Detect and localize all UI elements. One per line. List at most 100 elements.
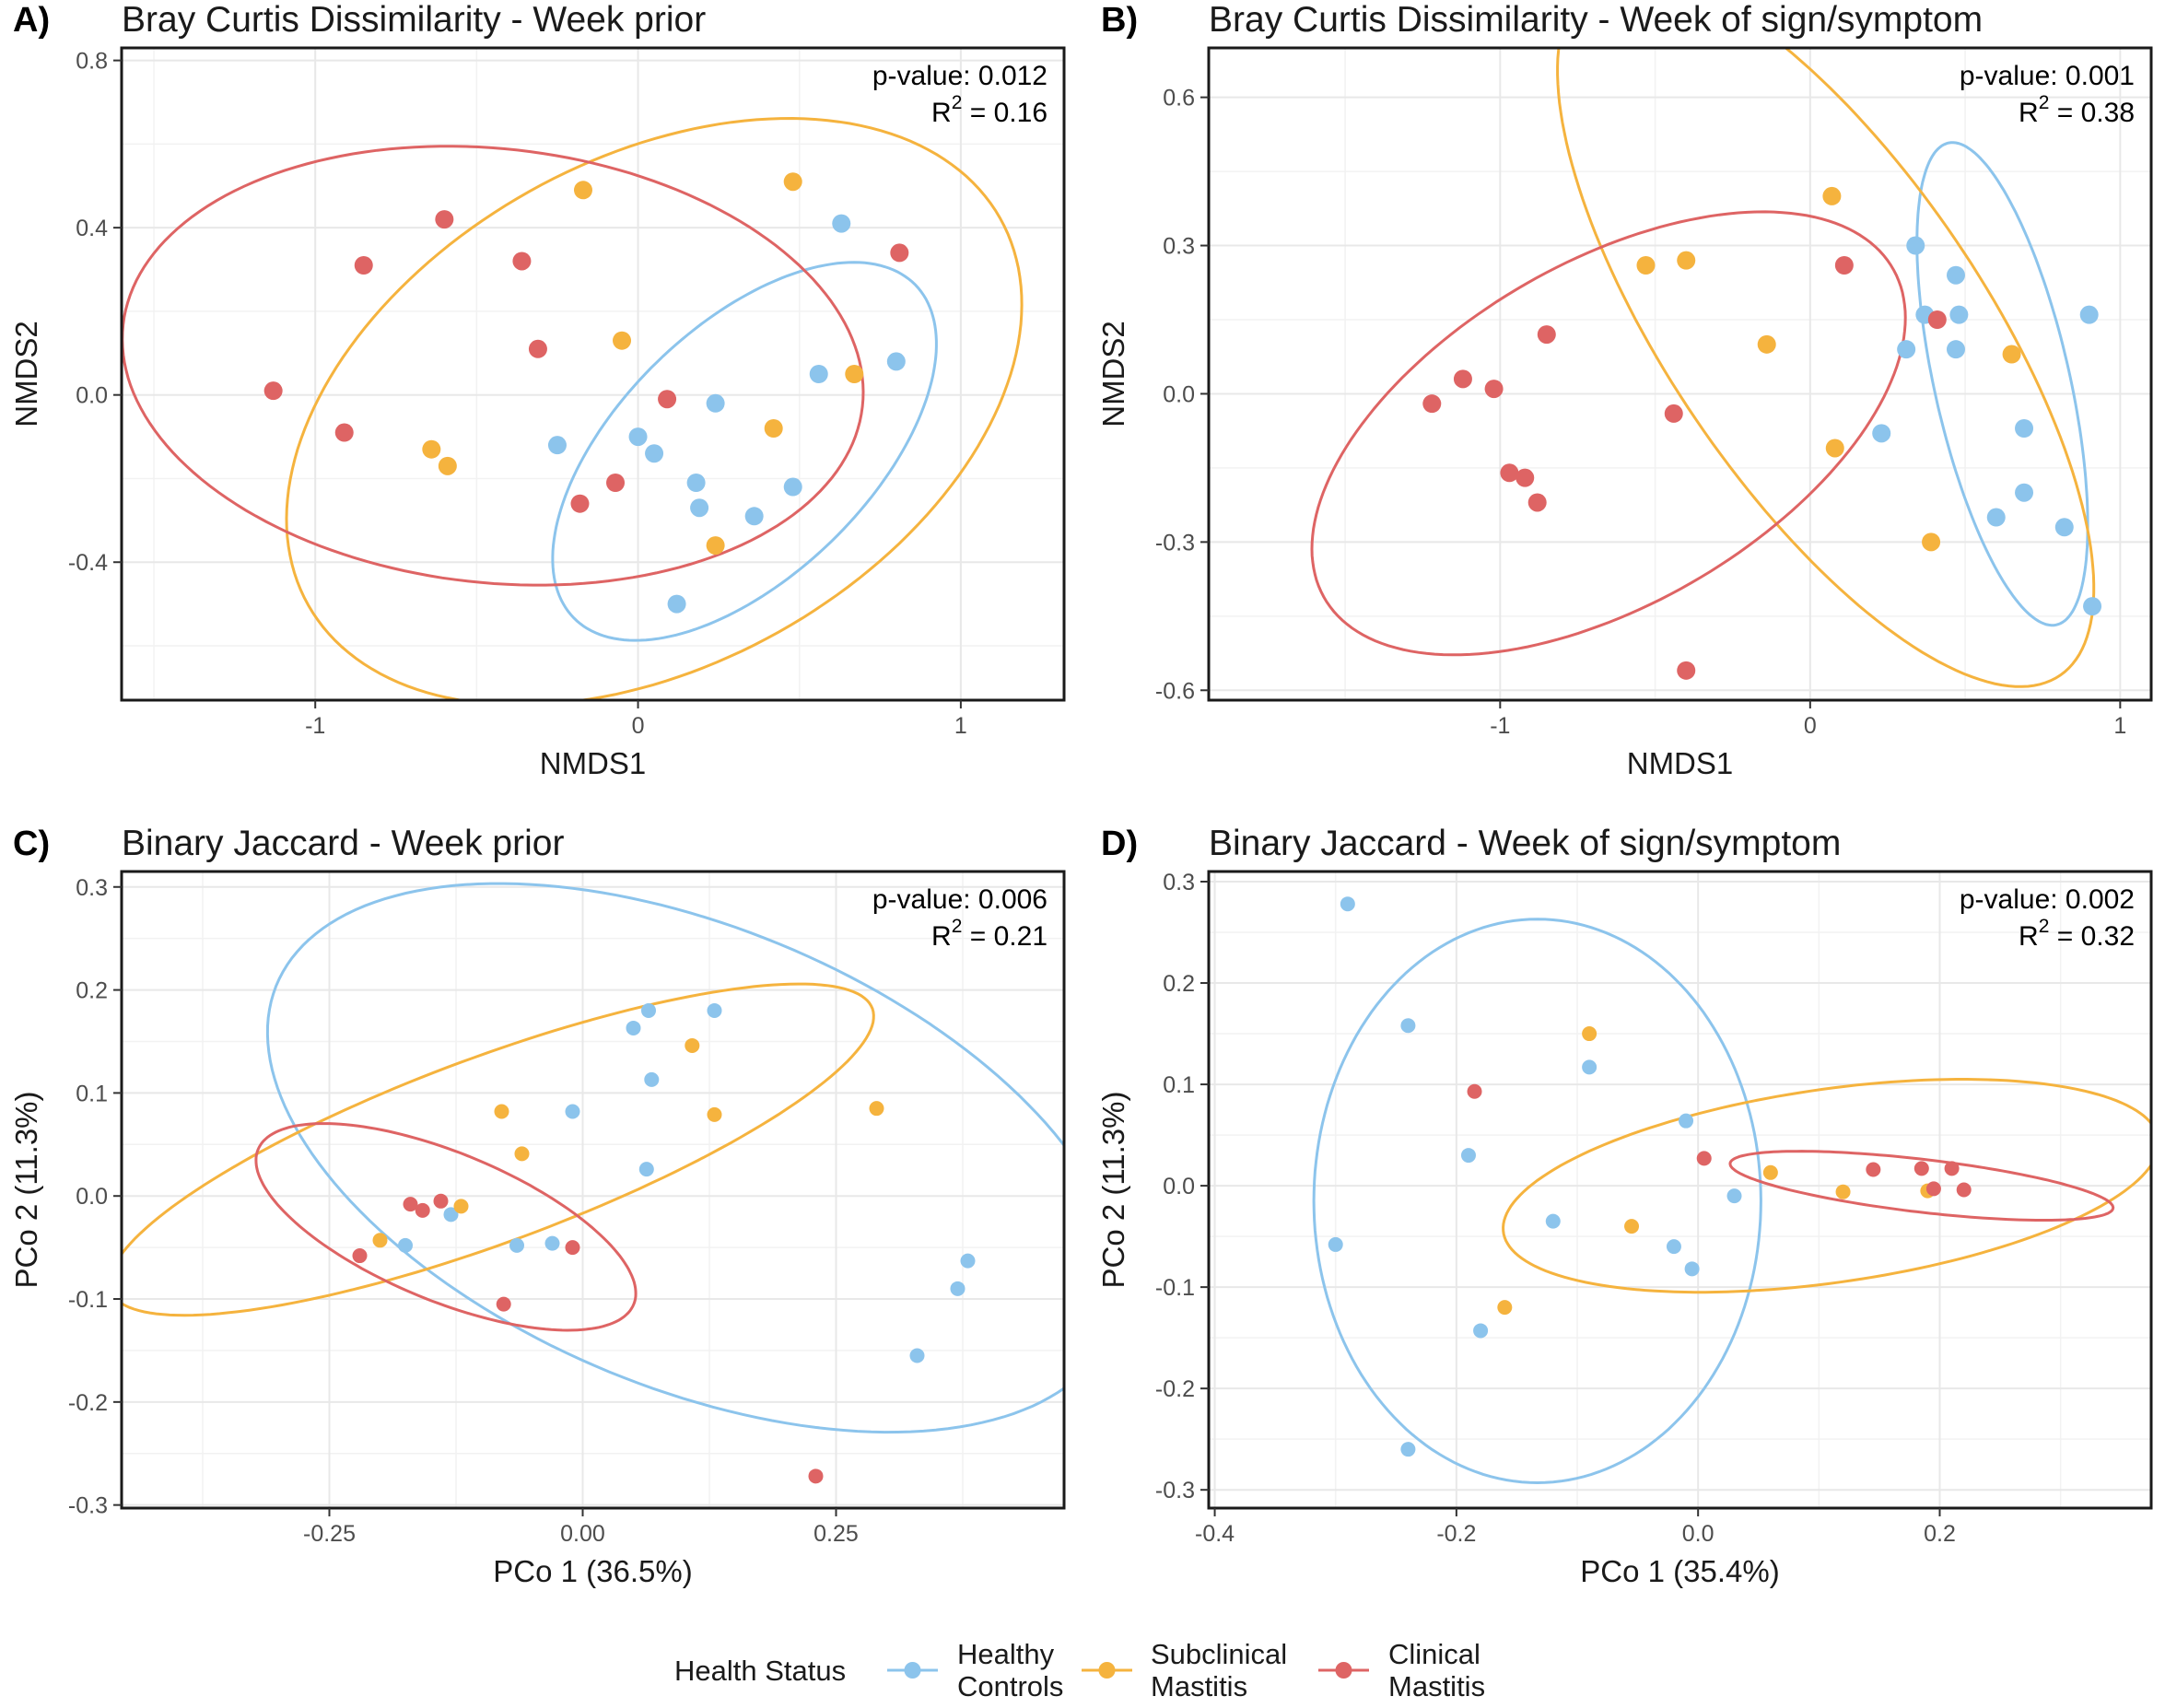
r-squared-superscript: 2: [2039, 916, 2050, 937]
point-subclinical: [573, 181, 592, 200]
panel-title: Bray Curtis Dissimilarity - Week prior: [122, 0, 706, 40]
point-clinical: [1913, 1161, 1929, 1176]
plot-border: [1207, 46, 2153, 702]
point-healthy: [960, 1253, 976, 1269]
plot-border: [120, 46, 1066, 702]
point-subclinical: [1922, 532, 1941, 552]
y-tick-label: 0.1: [76, 1081, 108, 1106]
legend-item-clinical-mastitis: Clinical Mastitis: [1318, 1638, 1485, 1702]
point-clinical: [512, 252, 532, 271]
panel-a: -1 0 1 -0.4 0.0 0.4 0.8 NMDS1 NMDS2 A) Bray Curtis…: [9, 0, 1066, 780]
point-clinical: [570, 494, 590, 513]
x-axis-title: PCo 1 (36.5%): [493, 1554, 692, 1588]
point-healthy: [1986, 508, 2006, 527]
point-clinical: [890, 243, 909, 263]
point-healthy: [626, 1020, 641, 1035]
y-tick-label: -0.6: [1155, 678, 1195, 704]
x-tick-label: 1: [954, 713, 967, 739]
x-tick-label: 0: [632, 713, 645, 739]
y-tick-label: 0.1: [1163, 1072, 1195, 1098]
point-subclinical: [2002, 345, 2021, 364]
point-healthy: [565, 1104, 580, 1119]
legend-key-dot-subclinical: [1098, 1662, 1116, 1679]
point-healthy: [1340, 896, 1355, 912]
point-healthy: [2083, 597, 2102, 616]
legend-key-dot-healthy: [904, 1662, 921, 1679]
y-tick-label: -0.2: [1155, 1376, 1195, 1402]
y-tick-label: 0.2: [1163, 971, 1195, 997]
panel-b: -1 0 1 -0.6 -0.3 0.0 0.3 0.6 NMDS1 NMDS2 B) Bray Cu…: [1096, 0, 2153, 780]
y-tick-label: -0.2: [68, 1390, 108, 1416]
legend-label-subclinical-line1: Subclinical: [1151, 1638, 1287, 1670]
plot-border: [120, 870, 1066, 1510]
point-subclinical: [1624, 1219, 1640, 1234]
x-tick-label: 0.25: [813, 1521, 859, 1547]
point-healthy: [832, 214, 851, 233]
panel-letter: B): [1101, 1, 1138, 40]
ellipse-subclinical: [122, 982, 875, 1317]
point-healthy: [638, 1162, 654, 1177]
ellipse-subclinical: [1502, 1078, 2151, 1294]
legend-label-clinical-line1: Clinical: [1388, 1638, 1480, 1670]
x-axis-title: NMDS1: [540, 746, 647, 780]
x-axis-title: PCo 1 (35.4%): [1580, 1554, 1779, 1588]
point-clinical: [1484, 380, 1504, 399]
point-subclinical: [372, 1233, 388, 1248]
point-clinical: [496, 1296, 511, 1312]
panel-letter: C): [13, 825, 50, 863]
r-squared-symbol: R: [2019, 98, 2039, 128]
r-squared-superscript: 2: [2039, 92, 2050, 113]
point-clinical: [334, 423, 354, 442]
point-subclinical: [494, 1104, 509, 1119]
p-value-text: p-value: 0.002: [1960, 884, 2135, 915]
y-tick-label: 0.0: [1163, 381, 1195, 407]
legend: Health Status Healthy Controls Subclinic…: [674, 1638, 1485, 1702]
point-healthy: [690, 498, 709, 518]
point-healthy: [1946, 265, 1965, 285]
axes: -1 0 1 -0.4 0.0 0.4 0.8: [68, 49, 967, 739]
point-clinical: [808, 1468, 824, 1484]
panel-title: Binary Jaccard - Week prior: [122, 824, 564, 863]
y-axis-title: NMDS2: [1096, 321, 1130, 427]
point-clinical: [1422, 394, 1442, 414]
ellipse-healthy: [551, 261, 938, 642]
point-clinical: [1537, 325, 1556, 345]
r-squared-value: 0.38: [2081, 98, 2135, 128]
point-clinical: [352, 1248, 368, 1264]
point-clinical: [1664, 404, 1683, 423]
point-subclinical: [613, 331, 632, 350]
x-tick-label: 0.2: [1924, 1521, 1956, 1547]
r-squared-text: R2 = 0.21: [931, 916, 1047, 952]
point-healthy: [1400, 1018, 1416, 1034]
point-subclinical: [1582, 1026, 1597, 1042]
point-subclinical: [783, 172, 802, 192]
p-value-text: p-value: 0.006: [872, 884, 1047, 915]
point-healthy: [809, 365, 828, 383]
legend-key-dot-clinical: [1335, 1662, 1352, 1679]
r-squared-equals: =: [962, 98, 993, 128]
point-clinical: [263, 381, 283, 401]
r-squared-superscript: 2: [952, 916, 963, 937]
legend-title: Health Status: [674, 1655, 846, 1687]
point-clinical: [1696, 1151, 1712, 1166]
legend-label-clinical-line2: Mastitis: [1388, 1670, 1485, 1702]
point-healthy: [1545, 1213, 1561, 1229]
r-squared-equals: =: [2049, 98, 2080, 128]
point-healthy: [886, 352, 906, 371]
ellipse-clinical: [1728, 1150, 2115, 1222]
point-clinical: [1927, 310, 1947, 329]
point-healthy: [783, 477, 802, 497]
point-clinical: [1944, 1161, 1960, 1176]
grid: [1209, 872, 2151, 1508]
y-tick-label: -0.1: [68, 1287, 108, 1313]
point-subclinical: [453, 1199, 469, 1214]
point-clinical: [1956, 1182, 1972, 1198]
point-healthy: [950, 1281, 965, 1296]
ellipse-subclinical: [1556, 48, 2096, 688]
grid: [1209, 48, 2151, 700]
point-healthy: [1897, 340, 1916, 359]
point-healthy: [706, 393, 725, 413]
